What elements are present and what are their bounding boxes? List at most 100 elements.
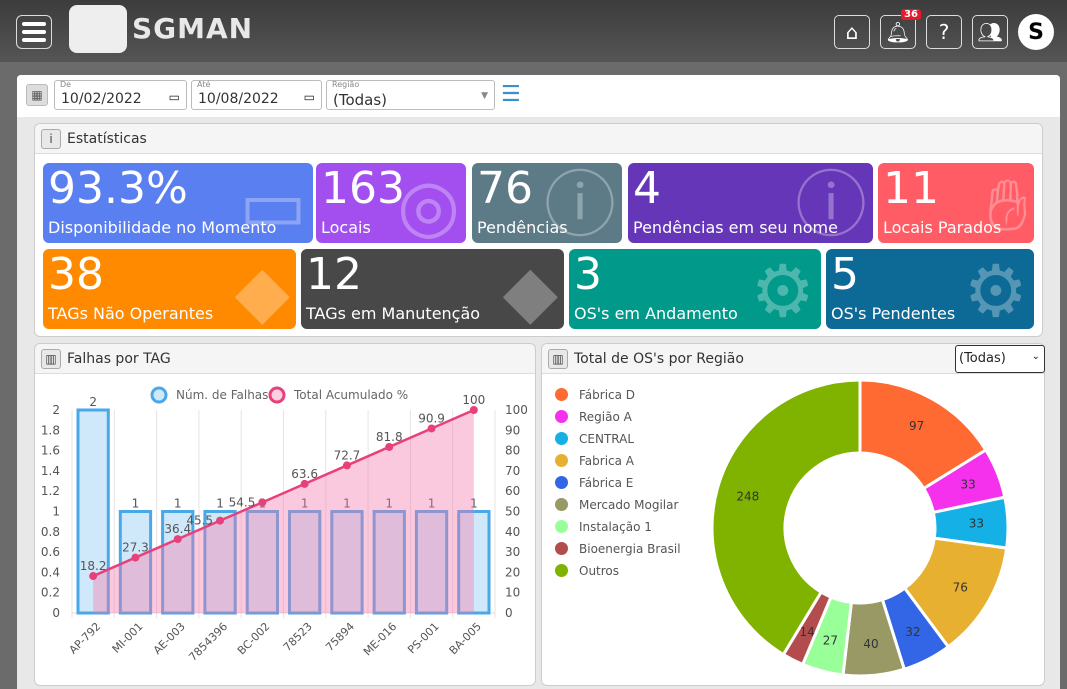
legend-label: Bioenergia Brasil <box>579 542 681 556</box>
stat-card[interactable]: ✋︎ 11 Locais Parados <box>878 163 1034 243</box>
tag-icon: ◆ <box>234 249 290 329</box>
stat-label: Pendências <box>477 218 568 237</box>
legend-item[interactable]: Mercado Mogilar <box>555 498 678 512</box>
filter-settings-icon[interactable]: ☰ <box>501 82 521 107</box>
users-icon[interactable]: 👥︎ <box>972 15 1008 49</box>
legend-item[interactable]: CENTRAL <box>555 432 634 446</box>
bar-label: 1 <box>343 497 351 511</box>
stat-card[interactable]: ◎ 163 Locais <box>316 163 466 243</box>
legend-item[interactable]: Região A <box>555 410 632 424</box>
bar[interactable] <box>372 510 406 615</box>
stat-card[interactable]: ⓘ 76 Pendências <box>472 163 622 243</box>
line-point[interactable] <box>300 479 309 488</box>
line-point[interactable] <box>385 442 394 451</box>
region-select[interactable]: Região (Todas) ▼ <box>326 80 495 110</box>
from-date-input[interactable]: De 10/02/2022 ▭ <box>54 80 187 110</box>
x-tick: 78523 <box>281 620 315 654</box>
line-label: 100 <box>462 393 485 407</box>
chevron-down-icon: ▼ <box>481 91 488 101</box>
line-label: 27.3 <box>122 541 149 555</box>
legend-item[interactable]: Fábrica E <box>555 476 633 490</box>
y-left-tick: 2 <box>52 403 60 417</box>
bar[interactable] <box>414 510 449 615</box>
y-left-tick: 0.2 <box>41 586 60 600</box>
stats-title: Estatísticas <box>67 131 147 147</box>
hand-icon: ✋︎ <box>986 163 1028 243</box>
pie-slice[interactable] <box>710 378 862 657</box>
line-point[interactable] <box>342 461 351 470</box>
legend-label[interactable]: Núm. de Falhas <box>176 388 268 402</box>
stat-card[interactable]: ⓘ 4 Pendências em seu nome <box>628 163 873 243</box>
line-label: 18.2 <box>80 559 107 573</box>
cumulative-line <box>92 408 475 578</box>
gear-wrench-icon: ⚙ <box>750 249 815 329</box>
bar-chart-icon: ▥ <box>41 349 61 369</box>
calendar-icon[interactable]: ▭ <box>303 90 315 104</box>
legend-item[interactable]: Instalação 1 <box>555 520 652 534</box>
help-document-icon[interactable]: ? <box>926 15 962 49</box>
alert-icon: ⓘ <box>794 163 867 243</box>
calendar-icon[interactable]: ▦ <box>26 84 48 106</box>
stat-value: 12 <box>306 249 362 300</box>
y-left-tick: 0.8 <box>41 525 60 539</box>
legend-marker <box>555 388 568 401</box>
legend-marker <box>555 542 568 555</box>
y-right-tick: 20 <box>505 565 520 579</box>
bar-label: 2 <box>89 395 97 409</box>
x-tick: PS-001 <box>405 620 441 656</box>
y-left-tick: 0.4 <box>41 565 60 579</box>
y-right-tick: 10 <box>505 586 520 600</box>
home-icon[interactable]: ⌂ <box>834 15 870 49</box>
x-tick: MI-001 <box>110 620 146 656</box>
stat-card[interactable]: ⚙ 3 OS's em Andamento <box>569 249 821 329</box>
line-point[interactable] <box>173 535 182 544</box>
legend-label: Outros <box>579 564 620 578</box>
line-point[interactable] <box>89 572 98 581</box>
brand-name: SGMAN <box>132 12 254 45</box>
menu-icon[interactable] <box>16 15 52 49</box>
region-chart-select[interactable]: (Todas) ⌄ <box>955 345 1045 373</box>
legend-item[interactable]: Fabrica A <box>555 454 634 468</box>
bar[interactable] <box>161 510 195 615</box>
logo-icon <box>69 5 127 53</box>
bar[interactable] <box>245 510 279 615</box>
y-right-tick: 0 <box>505 606 513 620</box>
line-point[interactable] <box>216 516 225 525</box>
legend-label: Fábrica E <box>579 476 634 490</box>
legend-item[interactable]: Outros <box>555 564 619 578</box>
stat-label: Locais Parados <box>883 218 1002 237</box>
legend-label[interactable]: Total Acumulado % <box>293 388 408 402</box>
bar[interactable] <box>288 510 322 615</box>
bar-label: 1 <box>301 497 309 511</box>
calendar-icon[interactable]: ▭ <box>168 90 180 104</box>
x-tick: AP-792 <box>67 620 104 657</box>
stat-card[interactable]: ◆ 12 TAGs em Manutenção <box>301 249 564 329</box>
slice-label: 32 <box>905 625 920 639</box>
legend-item[interactable]: Bioenergia Brasil <box>555 542 681 556</box>
bar[interactable] <box>203 510 237 615</box>
legend-label: Região A <box>579 410 632 424</box>
bar[interactable] <box>330 510 364 615</box>
logo-icon[interactable]: S <box>1018 14 1054 50</box>
legend-item[interactable]: Fábrica D <box>555 388 635 402</box>
stat-label: OS's Pendentes <box>831 304 956 323</box>
slice-label: 248 <box>736 490 759 504</box>
stat-card[interactable]: ◆ 38 TAGs Não Operantes <box>43 249 296 329</box>
map-pin-icon: ◎ <box>397 163 460 243</box>
y-left-tick: 0.6 <box>41 545 60 559</box>
line-point[interactable] <box>258 498 267 507</box>
line-point[interactable] <box>427 424 436 433</box>
line-point[interactable] <box>469 406 478 414</box>
stat-card[interactable]: ▭ 93.3% Disponibilidade no Momento <box>43 163 313 243</box>
line-point[interactable] <box>131 553 140 562</box>
bar[interactable] <box>457 510 491 615</box>
y-left-tick: 1.8 <box>41 423 60 437</box>
slice-label: 40 <box>863 637 878 651</box>
line-label: 63.6 <box>291 467 318 481</box>
region-chart-select-value: (Todas) <box>959 351 1006 366</box>
to-date-input[interactable]: Até 10/08/2022 ▭ <box>191 80 322 110</box>
stat-card[interactable]: ⚙ 5 OS's Pendentes <box>826 249 1034 329</box>
bar-label: 1 <box>385 497 393 511</box>
y-right-tick: 30 <box>505 545 520 559</box>
bell-icon[interactable]: 🔔︎ 36 <box>880 9 921 49</box>
